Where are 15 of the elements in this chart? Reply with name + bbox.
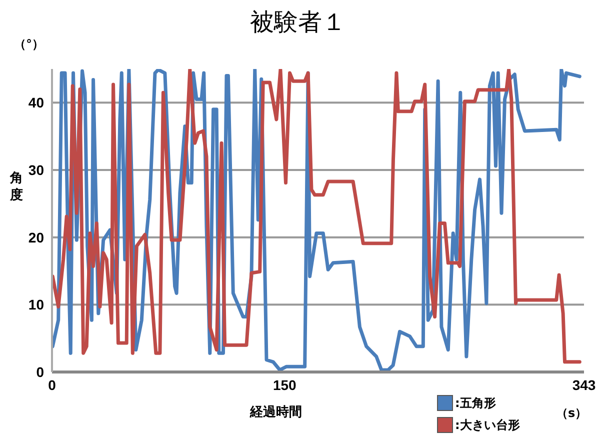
text: （s） (556, 405, 588, 422)
x-tick-label: 150 (272, 376, 297, 393)
x-tick-label: 343 (572, 376, 596, 393)
legend-label: :大きい台形 (455, 416, 520, 434)
x-tick-label: 0 (48, 376, 56, 393)
text: （°） (14, 36, 44, 53)
chart-title: 被験者１ (249, 7, 347, 38)
legend-label: :五角形 (455, 394, 496, 412)
y-tick-label: 30 (28, 162, 44, 178)
y-tick-label: 0 (36, 364, 44, 380)
y-tick-label: 20 (28, 229, 44, 246)
y-tick-label: 10 (28, 296, 44, 313)
y-axis-title: 角度 (10, 170, 24, 204)
x-axis-title: 経過時間 (250, 404, 302, 421)
y-tick-label: 40 (28, 94, 44, 111)
